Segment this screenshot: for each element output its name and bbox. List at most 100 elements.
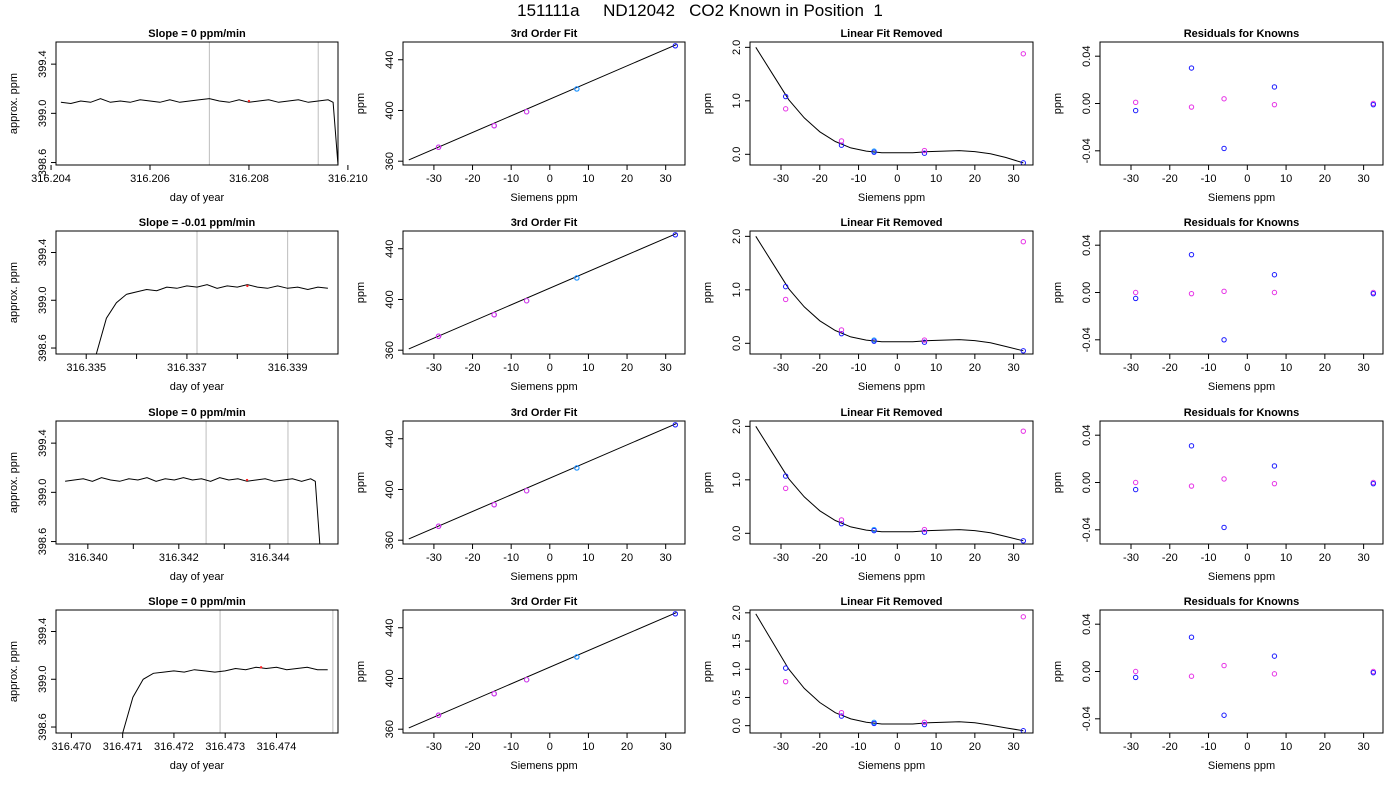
x-axis-label: day of year — [170, 571, 225, 583]
y-tick-label: 0.04 — [1081, 45, 1093, 66]
data-point — [523, 298, 530, 304]
data-point — [1188, 673, 1195, 679]
panel-r3-c4: -30 -20 -10 0 10 20 30 -0.04 0.00 0.04 Residuals f… — [1052, 407, 1384, 583]
plot-frame — [1099, 609, 1384, 734]
data-point — [574, 654, 580, 660]
y-tick-label: 400 — [384, 669, 396, 687]
y-tick-label: 0.0 — [731, 526, 743, 541]
y-tick-label: 398.6 — [37, 334, 49, 362]
fit-curve — [755, 426, 1024, 542]
x-tick-label: 30 — [1007, 552, 1019, 564]
x-tick-label: -30 — [773, 741, 789, 753]
data-marker — [246, 284, 249, 288]
y-tick-label: 0.04 — [1081, 424, 1093, 445]
data-point — [782, 93, 789, 100]
panel-title: Residuals for Knowns — [1184, 28, 1300, 40]
data-point — [435, 523, 442, 529]
panel-title: Linear Fit Removed — [840, 28, 942, 40]
data-point — [491, 311, 497, 318]
x-tick-label: -30 — [1123, 552, 1139, 564]
x-tick-label: 316.471 — [103, 741, 143, 753]
data-point — [1132, 674, 1139, 681]
plot-frame — [402, 609, 686, 734]
x-tick-label: 0 — [547, 362, 553, 374]
x-tick-label: -20 — [465, 741, 481, 753]
data-point — [921, 721, 928, 728]
data-point — [1188, 634, 1195, 640]
plot-frame — [1099, 420, 1384, 545]
y-tick-label: 440 — [384, 430, 396, 448]
data-point — [838, 713, 845, 719]
x-tick-label: -30 — [773, 552, 789, 564]
data-point — [1020, 538, 1027, 544]
data-point — [1221, 524, 1227, 531]
panel-title: 3rd Order Fit — [511, 596, 578, 608]
y-axis-label: ppm — [355, 93, 367, 114]
x-tick-label: 20 — [621, 552, 633, 564]
y-tick-label: -0.04 — [1081, 517, 1093, 542]
y-tick-label: 399.4 — [37, 429, 49, 457]
data-point — [782, 473, 789, 479]
x-tick-label: 316.342 — [159, 552, 199, 564]
plot-frame — [749, 420, 1034, 545]
plot-frame — [749, 230, 1034, 355]
x-tick-label: 0 — [547, 741, 553, 753]
y-tick-label: 2.0 — [731, 229, 743, 244]
y-tick-label: 360 — [384, 720, 396, 738]
data-point — [871, 338, 877, 344]
panel-title: Linear Fit Removed — [840, 407, 942, 419]
x-axis-label: Siemens ppm — [1208, 760, 1275, 772]
x-axis-label: day of year — [170, 381, 225, 393]
y-tick-label: 399.0 — [37, 286, 49, 314]
x-tick-label: 0 — [894, 173, 900, 185]
x-tick-label: 316.474 — [257, 741, 297, 753]
x-tick-label: 20 — [969, 741, 981, 753]
y-axis-label: ppm — [1052, 282, 1064, 303]
x-tick-label: 0 — [894, 552, 900, 564]
figure-title: 151111a ND12042 CO2 Known in Position 1 — [517, 1, 883, 20]
x-tick-label: 10 — [930, 741, 942, 753]
x-tick-label: -10 — [851, 741, 867, 753]
x-tick-label: 0 — [547, 552, 553, 564]
x-tick-label: 0 — [1244, 173, 1250, 185]
x-tick-label: 20 — [969, 552, 981, 564]
plot-area — [755, 426, 1027, 544]
y-axis-label: approx. ppm — [8, 262, 20, 323]
data-point — [838, 520, 845, 527]
panel-r2-c2: -30 -20 -10 0 10 20 30 360 400 440 3rd Order Fit Si… — [355, 217, 686, 393]
panel-title: Slope = 0 ppm/min — [148, 28, 246, 40]
y-tick-label: 399.0 — [37, 479, 49, 507]
data-point — [921, 337, 928, 343]
x-tick-label: 0 — [1244, 362, 1250, 374]
x-tick-label: 10 — [1280, 362, 1292, 374]
plot-frame — [55, 609, 339, 734]
x-axis-label: Siemens ppm — [510, 381, 577, 393]
y-tick-label: 400 — [384, 101, 396, 119]
x-tick-label: -10 — [1201, 552, 1217, 564]
y-tick-label: -0.04 — [1081, 138, 1093, 163]
y-tick-label: 0.00 — [1081, 661, 1093, 682]
panel-title: Linear Fit Removed — [840, 217, 942, 229]
x-tick-label: -10 — [851, 362, 867, 374]
y-tick-label: 2.0 — [731, 40, 743, 55]
x-tick-label: 316.472 — [154, 741, 194, 753]
y-axis-label: approx. ppm — [8, 73, 20, 134]
x-tick-label: -10 — [503, 173, 519, 185]
x-axis-label: Siemens ppm — [1208, 381, 1275, 393]
fit-line — [408, 612, 677, 729]
x-tick-label: -20 — [1162, 362, 1178, 374]
x-axis-label: day of year — [170, 192, 225, 204]
x-axis-label: Siemens ppm — [510, 192, 577, 204]
panel-title: Residuals for Knowns — [1184, 217, 1300, 229]
plot-area — [1132, 443, 1377, 531]
x-tick-label: 20 — [621, 741, 633, 753]
data-point — [574, 86, 580, 92]
x-tick-label: 20 — [621, 173, 633, 185]
data-point — [491, 690, 497, 697]
plot-frame — [749, 609, 1034, 734]
plot-frame — [749, 41, 1034, 166]
data-point — [672, 232, 679, 238]
x-tick-label: 30 — [1007, 741, 1019, 753]
data-point — [1370, 480, 1377, 487]
